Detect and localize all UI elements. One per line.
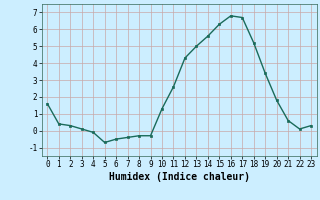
X-axis label: Humidex (Indice chaleur): Humidex (Indice chaleur) (109, 172, 250, 182)
